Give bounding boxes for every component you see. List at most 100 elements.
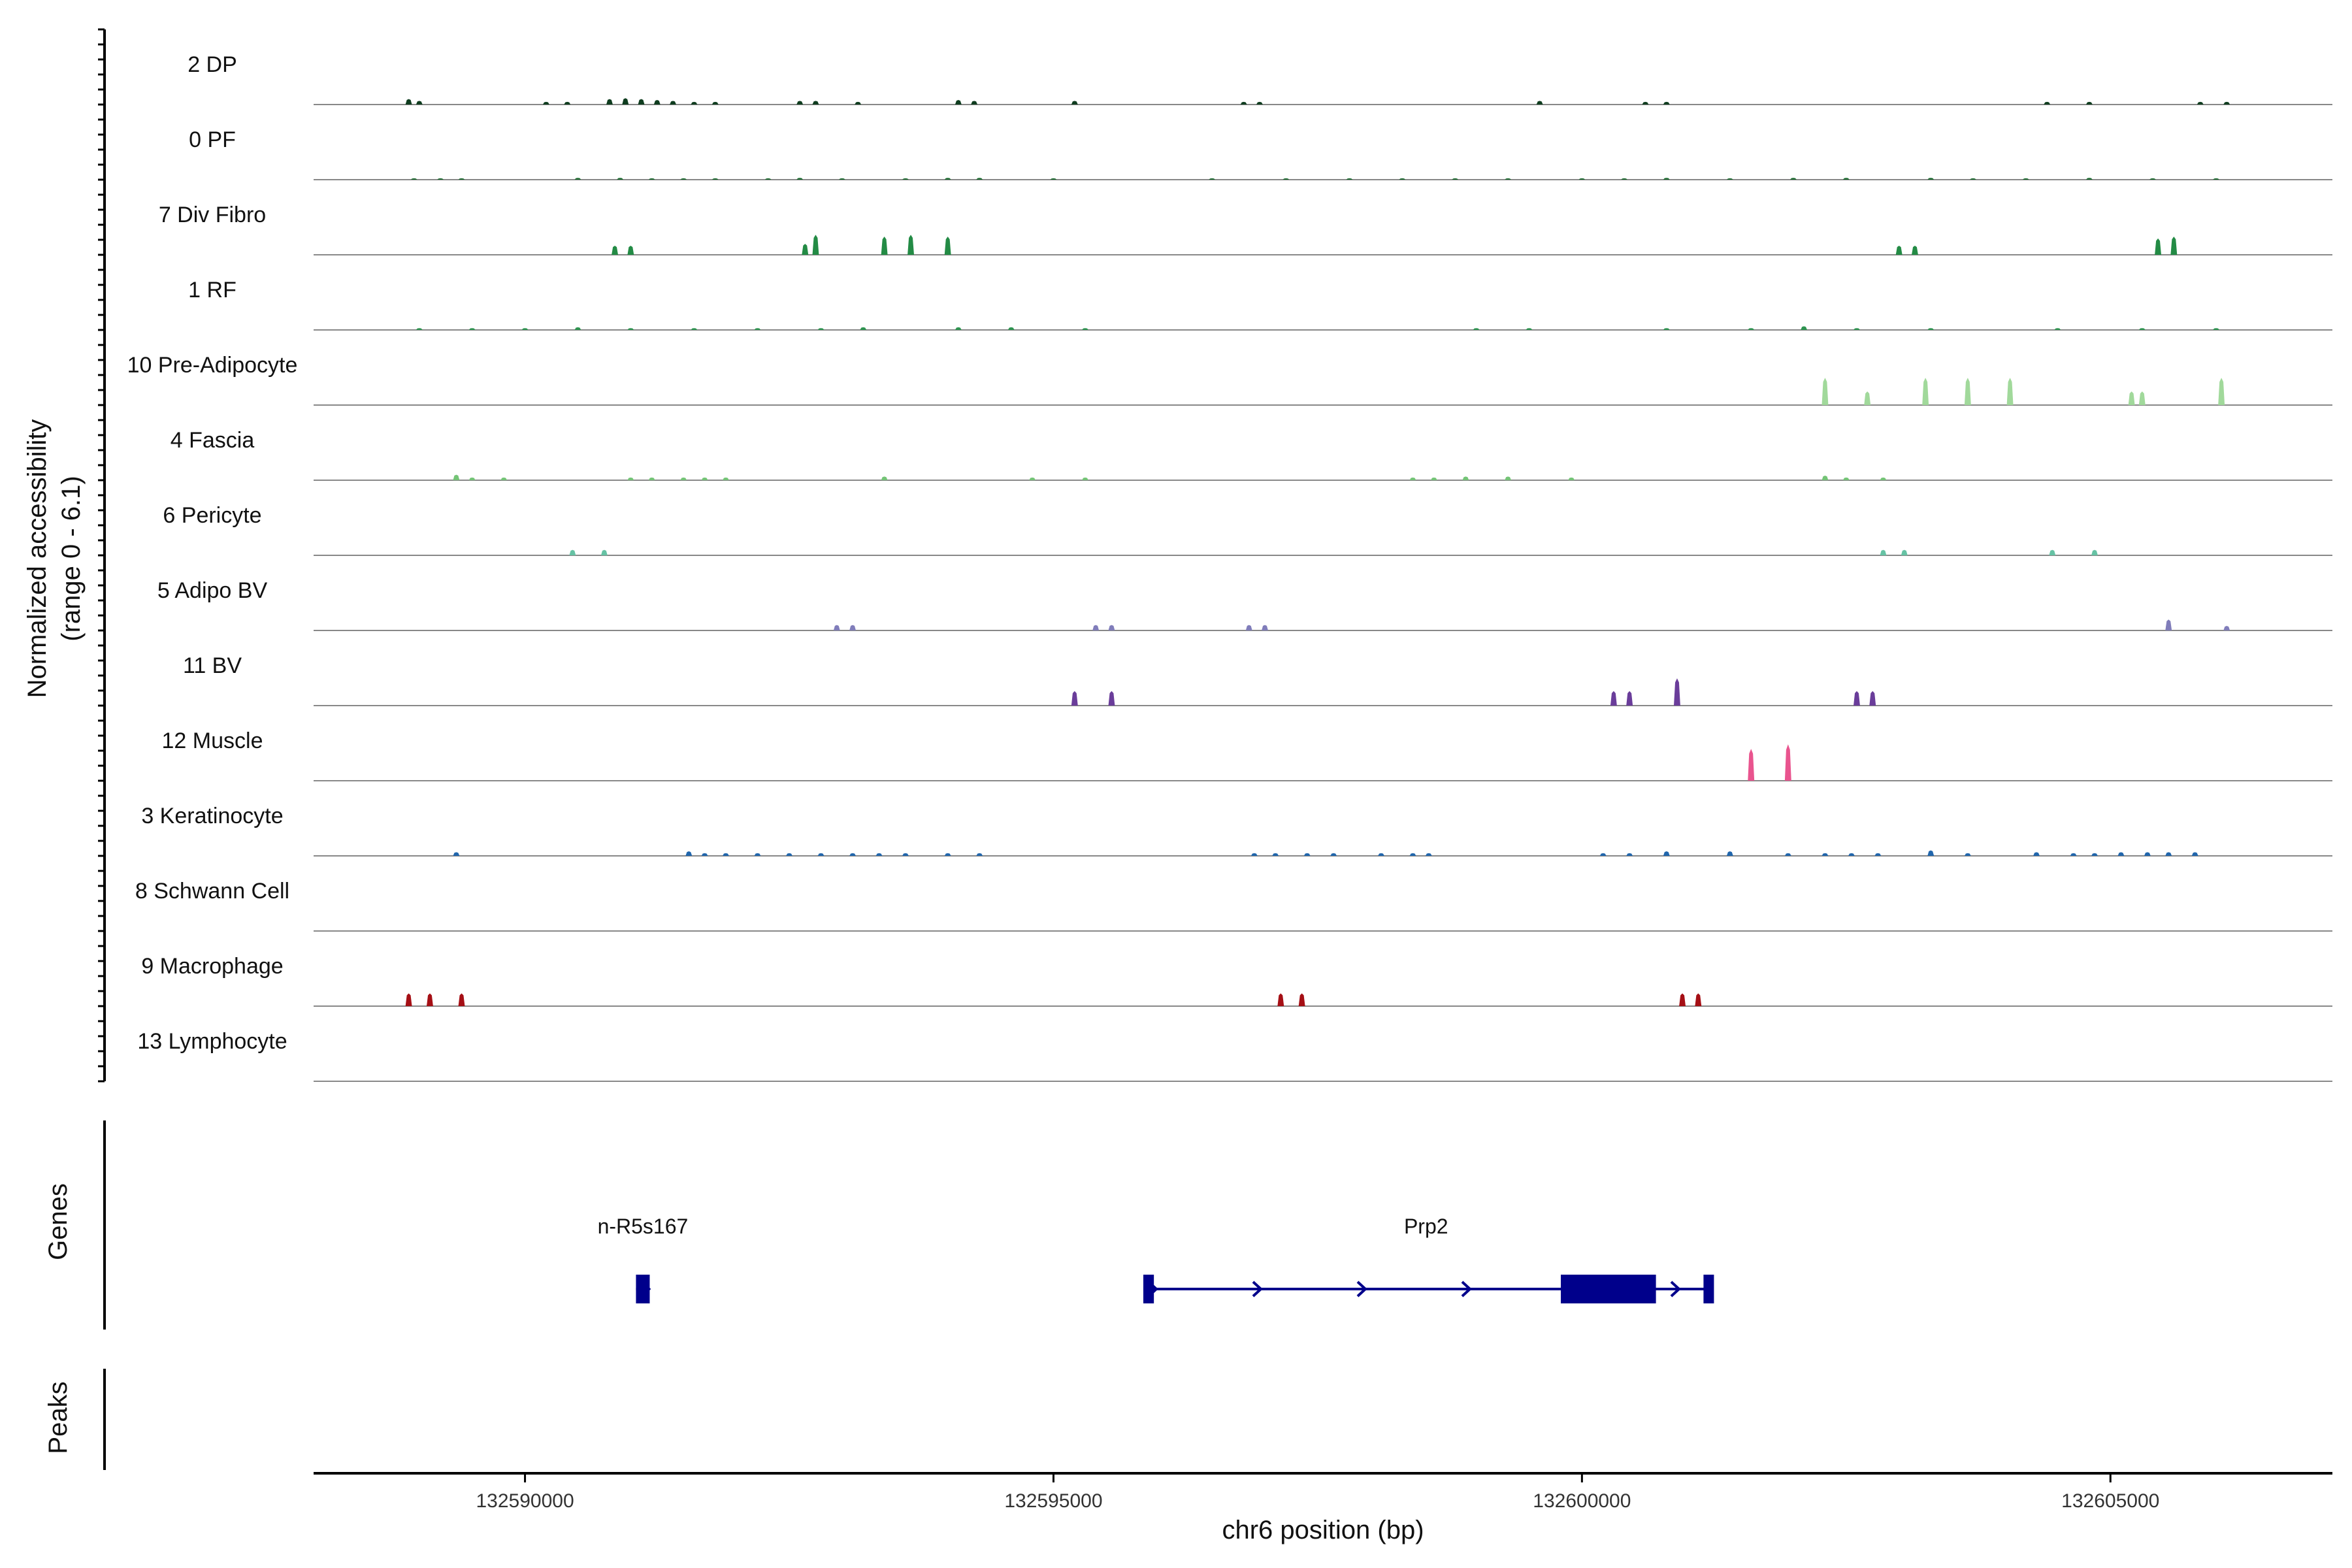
track-label: 10 Pre-Adipocyte [127,353,298,378]
accessibility-peak [786,853,792,856]
accessibility-peak [1964,853,1971,856]
gene-exon [636,1275,650,1303]
x-tick-label: 132605000 [2061,1490,2159,1512]
accessibility-peak [944,237,951,255]
accessibility-peak [617,178,624,180]
accessibility-peak [1330,853,1337,856]
gene-n-r5s167: n-R5s167 [598,1215,688,1303]
accessibility-peak [1250,853,1258,856]
accessibility-peak [468,477,476,480]
accessibility-peak [1473,328,1480,330]
accessibility-peak [2054,328,2061,330]
accessibility-peak [2085,101,2093,105]
strand-arrow [1252,1281,1263,1298]
accessibility-peak [1642,101,1649,105]
accessibility-peak [2213,178,2219,180]
track-3-keratinocyte: 3 Keratinocyte [141,804,2332,857]
accessibility-peak [1726,851,1733,856]
strand-arrow [1461,1281,1472,1298]
track-13-lymphocyte: 13 Lymphocyte [137,1029,2332,1082]
accessibility-peak [838,178,845,180]
accessibility-peak [754,853,761,856]
accessibility-peak [606,99,613,105]
accessibility-peak [1970,178,1976,180]
accessibility-peak [2144,852,2151,856]
accessibility-peak [2155,238,2162,255]
accessibility-peak [1927,178,1935,180]
accessibility-peak [1748,328,1755,330]
accessibility-peak [638,99,645,105]
accessibility-peak [1864,391,1871,405]
accessibility-peak [701,477,708,480]
accessibility-peak [1082,328,1088,330]
accessibility-peak [405,99,412,105]
accessibility-peak [1029,477,1036,480]
accessibility-peak [1599,853,1607,856]
accessibility-peak [817,853,825,856]
accessibility-peak [1578,178,1586,180]
accessibility-peak [1927,328,1935,330]
track-7-div-fibro: 7 Div Fibro [159,203,2332,255]
x-tick-label: 132590000 [476,1490,574,1512]
accessibility-peak [1895,246,1903,255]
track-label: 3 Keratinocyte [141,804,283,828]
accessibility-peak [1452,178,1459,180]
accessibility-peak [2149,178,2156,180]
accessibility-peak [1842,477,1850,480]
accessibility-peak [648,178,655,180]
accessibility-peak [1505,178,1512,180]
accessibility-peak [1880,549,1887,555]
accessibility-peak [1240,101,1247,105]
accessibility-peak [1748,749,1755,781]
accessibility-peak [1272,853,1279,856]
accessibility-peak [1663,178,1670,180]
accessibility-peak [1663,328,1670,330]
accessibility-peak [1784,853,1791,856]
accessibility-peak [1378,853,1384,856]
accessibility-peak [1854,691,1860,706]
accessibility-peak [1621,178,1628,180]
gene-exon [1561,1275,1656,1303]
accessibility-peak [1568,477,1575,480]
accessibility-peak [1626,691,1633,706]
accessibility-peak [453,474,460,480]
accessibility-peak [1663,101,1670,105]
accessibility-peak [1092,625,1100,630]
accessibility-peak [1071,101,1078,105]
accessibility-peak [569,549,576,555]
accessibility-peak [2091,853,2098,856]
accessibility-peak [1626,853,1633,856]
track-4-fascia: 4 Fascia [171,428,2332,481]
accessibility-peak [1842,178,1850,180]
accessibility-peak [2138,328,2146,330]
accessibility-peak [1505,476,1512,480]
x-tick-label: 132600000 [1533,1490,1631,1512]
strand-arrow [1356,1281,1367,1298]
accessibility-peak [2070,853,2077,856]
accessibility-peak [2022,178,2029,180]
gene-label: Prp2 [1404,1215,1448,1238]
accessibility-peak [1209,178,1216,180]
accessibility-peak [2033,852,2040,856]
accessibility-peak [1695,993,1702,1006]
accessibility-peak [1922,378,1929,405]
accessibility-peak [875,853,883,856]
accessibility-peak [1399,178,1406,180]
accessibility-peak [2218,378,2225,405]
accessibility-peak [1346,178,1353,180]
accessibility-peak [902,853,909,856]
accessibility-peak [458,993,465,1006]
genes-panel-title: Genes [44,1183,73,1260]
accessibility-peak [416,328,423,330]
gene-exon [1703,1275,1714,1303]
accessibility-peak [564,101,571,105]
accessibility-peak [860,327,867,330]
accessibility-peak [881,237,888,255]
accessibility-peak [1912,246,1918,255]
accessibility-peak [1409,477,1416,480]
accessibility-peak [944,178,951,180]
accessibility-peak [691,101,698,105]
accessibility-peak [1282,178,1290,180]
accessibility-peak [802,244,809,255]
